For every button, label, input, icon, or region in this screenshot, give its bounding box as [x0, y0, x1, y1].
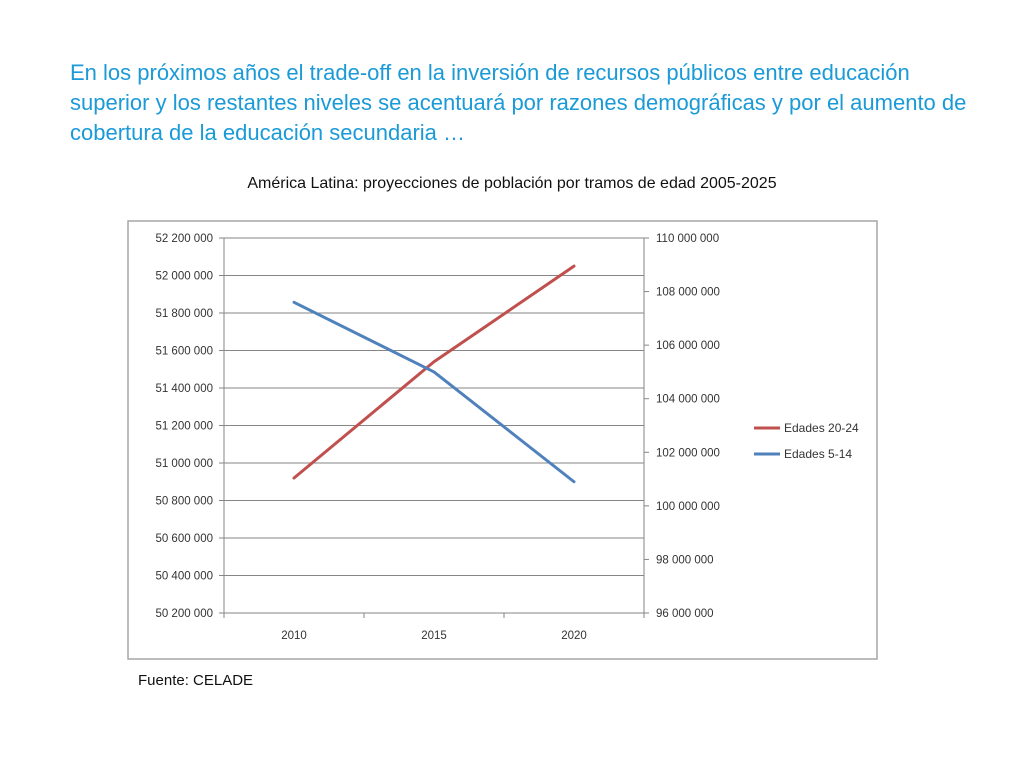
- gridlines: [224, 237, 644, 614]
- legend: Edades 20-24 Edades 5-14: [754, 421, 859, 461]
- right-axis-tick-label: 100 000 000: [656, 501, 720, 513]
- left-axis-tick-label: 50 200 000: [155, 608, 213, 620]
- chart-frame: [127, 220, 878, 660]
- legend-label: Edades 20-24: [784, 421, 859, 435]
- left-axis-tick-label: 50 800 000: [155, 496, 213, 508]
- slide-headline: En los próximos años el trade-off en la …: [70, 60, 967, 145]
- source-note: Fuente: CELADE: [138, 672, 254, 689]
- x-axis-tick-label: 2015: [421, 630, 447, 642]
- right-axis-tick-label: 104 000 000: [656, 394, 720, 406]
- right-axis-tick-label: 108 000 000: [656, 287, 720, 299]
- x-axis-tick-label: 2010: [281, 630, 307, 642]
- left-axis-tick-label: 51 400 000: [155, 383, 213, 395]
- left-axis-tick-label: 52 200 000: [155, 233, 213, 245]
- left-axis-tick-label: 50 400 000: [155, 571, 213, 583]
- x-axis-tick-label: 2020: [561, 630, 587, 642]
- right-axis-tick-label: 110 000 000: [656, 233, 719, 245]
- left-axis-tick-label: 51 200 000: [155, 421, 213, 433]
- right-axis-tick-label: 106 000 000: [656, 340, 720, 352]
- chart-subtitle: América Latina: proyecciones de població…: [247, 175, 777, 192]
- right-axis-tick-label: 102 000 000: [656, 447, 720, 459]
- left-axis-tick-label: 51 800 000: [155, 308, 213, 320]
- series-lines: [292, 264, 576, 484]
- right-axis-tick-label: 96 000 000: [656, 608, 714, 620]
- left-axis-tick-label: 51 600 000: [155, 346, 213, 358]
- left-axis-tick-label: 50 600 000: [155, 533, 213, 545]
- left-axis-tick-label: 52 000 000: [155, 271, 213, 283]
- legend-label: Edades 5-14: [784, 447, 852, 461]
- left-axis-tick-label: 51 000 000: [155, 458, 213, 470]
- axes: 50 200 000 50 400 000 50 600 000 50 800 000…: [155, 233, 720, 642]
- population-line-chart: 50 200 000 50 400 000 50 600 000 50 800 000…: [127, 220, 878, 660]
- right-axis-tick-label: 98 000 000: [656, 554, 714, 566]
